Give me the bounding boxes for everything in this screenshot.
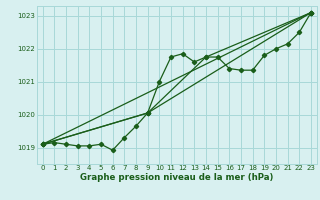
X-axis label: Graphe pression niveau de la mer (hPa): Graphe pression niveau de la mer (hPa) <box>80 173 274 182</box>
